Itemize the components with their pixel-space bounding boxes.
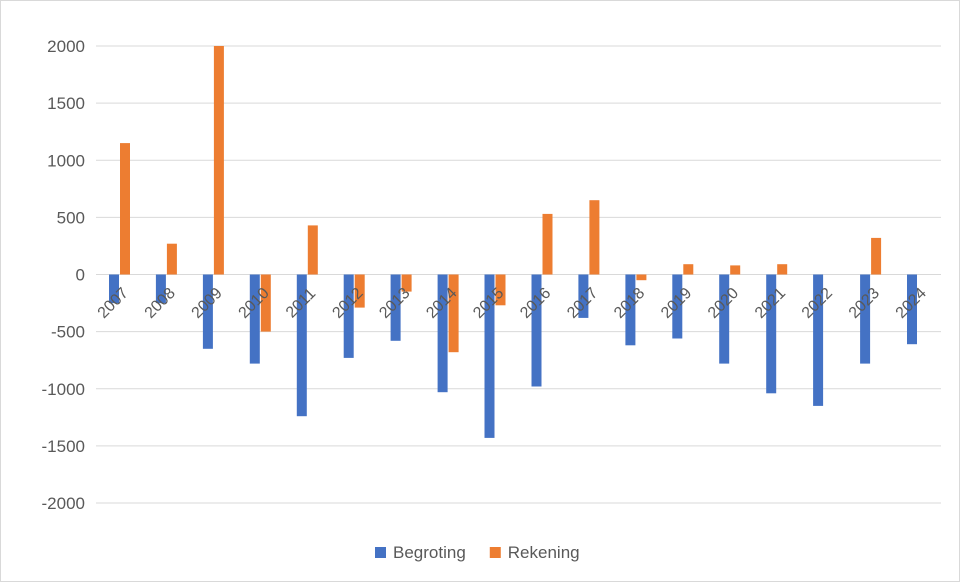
bar-rekening-2018 [636,274,647,281]
x-tick-label: 2008 [142,285,179,322]
legend-label-rekening: Rekening [508,543,580,562]
bar-begroting-2018 [625,274,636,346]
y-tick-label: -1500 [42,437,85,456]
y-tick-label: 500 [57,208,85,227]
legend-label-begroting: Begroting [393,543,466,562]
bar-rekening-2021 [777,264,788,275]
bar-begroting-2008 [155,274,166,304]
bars [109,46,917,438]
bar-begroting-2020 [719,274,730,364]
y-tick-label: -500 [51,323,85,342]
bar-rekening-2023 [871,237,882,275]
bar-begroting-2010 [249,274,260,364]
x-tick-label: 2007 [95,285,132,322]
bar-begroting-2017 [578,274,589,318]
y-tick-label: 0 [76,266,85,285]
legend-swatch-rekening [489,547,501,558]
bar-rekening-2008 [166,243,177,275]
bar-rekening-2019 [683,264,694,275]
bar-begroting-2015 [484,274,495,438]
bar-begroting-2013 [390,274,401,341]
y-axis-ticks: 2000 1500 1000 500 0 -500 -1000 -1500 -2000 [42,37,85,513]
bar-begroting-2007 [109,274,119,304]
bar-rekening-2010 [260,274,271,332]
bar-begroting-2021 [766,274,777,394]
legend-swatch-begroting [375,547,386,558]
bar-begroting-2009 [202,274,213,349]
bar-begroting-2019 [672,274,683,339]
bar-rekening-2009 [213,46,224,275]
bar-rekening-2016 [542,213,553,275]
bar-rekening-2007 [120,143,130,275]
legend: Begroting Rekening [375,543,580,562]
bar-rekening-2011 [307,225,318,275]
bar-begroting-2016 [531,274,542,387]
bar-begroting-2023 [860,274,871,364]
bar-rekening-2020 [730,265,741,275]
y-tick-label: 1000 [47,151,85,170]
bar-rekening-2017 [589,200,600,275]
bar-begroting-2024 [907,274,917,345]
bar-rekening-2012 [354,274,365,308]
y-tick-label: 2000 [47,37,85,56]
bar-begroting-2014 [437,274,448,393]
x-axis-ticks: 2007 2008 2009 2010 2011 2012 2013 2014 2015 2016… [95,285,930,322]
gridlines [96,45,941,504]
bar-rekening-2014 [448,274,459,353]
bar-begroting-2012 [343,274,354,358]
bar-rekening-2013 [401,274,412,292]
bar-rekening-2015 [495,274,506,306]
bar-begroting-2022 [813,274,824,406]
y-tick-label: -2000 [42,494,85,513]
bar-begroting-2011 [296,274,307,417]
y-tick-label: 1500 [47,94,85,113]
y-tick-label: -1000 [42,380,85,399]
